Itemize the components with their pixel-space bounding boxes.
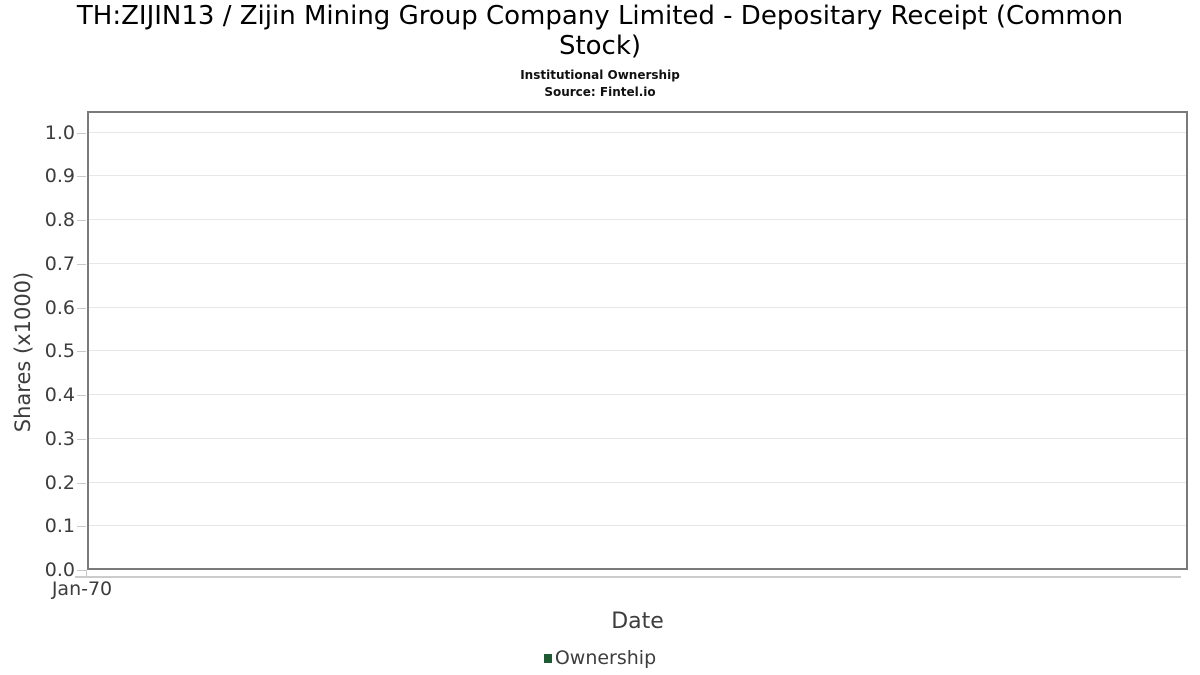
x-axis-line — [75, 576, 1181, 578]
y-gridline — [89, 219, 1186, 221]
chart-source-credit: Source: Fintel.io — [544, 85, 656, 99]
y-gridline — [89, 525, 1186, 527]
y-gridline — [89, 131, 1186, 133]
y-tick-label: 0.5 — [44, 340, 75, 362]
y-tick-mark — [77, 264, 86, 265]
y-tick-label: 0.8 — [44, 209, 75, 231]
y-tick-label: 0.9 — [44, 165, 75, 187]
y-gridline — [89, 394, 1186, 396]
y-tick-label: 0.7 — [44, 253, 75, 275]
y-tick-label: 0.0 — [44, 559, 75, 581]
y-tick-mark — [77, 176, 86, 177]
chart-title-text: TH:ZIJIN13 / Zijin Mining Group Company … — [76, 1, 1124, 61]
y-tick-label: 0.1 — [44, 515, 75, 537]
y-tick-label: 1.0 — [44, 122, 75, 144]
legend-label: Ownership — [554, 647, 657, 669]
y-gridline — [89, 350, 1186, 352]
y-tick-mark — [77, 220, 86, 221]
y-tick-label: 0.6 — [44, 297, 75, 319]
y-tick-label: 0.4 — [44, 384, 75, 406]
plot-area — [87, 111, 1188, 570]
y-axis-title: Shares (x1000) — [11, 271, 35, 433]
y-tick-mark — [77, 570, 86, 571]
chart-legend: Ownership — [0, 647, 1200, 669]
y-tick-mark — [77, 133, 86, 134]
x-tick-label: Jan-70 — [51, 578, 113, 600]
y-tick-mark — [77, 439, 86, 440]
chart-title: TH:ZIJIN13 / Zijin Mining Group Company … — [0, 1, 1200, 61]
x-tick-mark — [86, 570, 87, 577]
chart-subtitle: Institutional Ownership — [520, 68, 680, 82]
y-tick-label: 0.2 — [44, 472, 75, 494]
y-gridline — [89, 262, 1186, 264]
y-tick-mark — [77, 351, 86, 352]
y-gridline — [89, 437, 1186, 439]
y-tick-label: 0.3 — [44, 428, 75, 450]
y-gridline — [89, 481, 1186, 483]
legend-entry: Ownership — [543, 647, 657, 669]
legend-swatch — [543, 653, 552, 663]
y-gridline — [89, 306, 1186, 308]
y-tick-mark — [77, 308, 86, 309]
y-tick-mark — [77, 483, 86, 484]
y-tick-mark — [77, 526, 86, 527]
x-axis-title: Date — [611, 609, 664, 634]
y-gridline — [89, 175, 1186, 177]
y-tick-mark — [77, 395, 86, 396]
